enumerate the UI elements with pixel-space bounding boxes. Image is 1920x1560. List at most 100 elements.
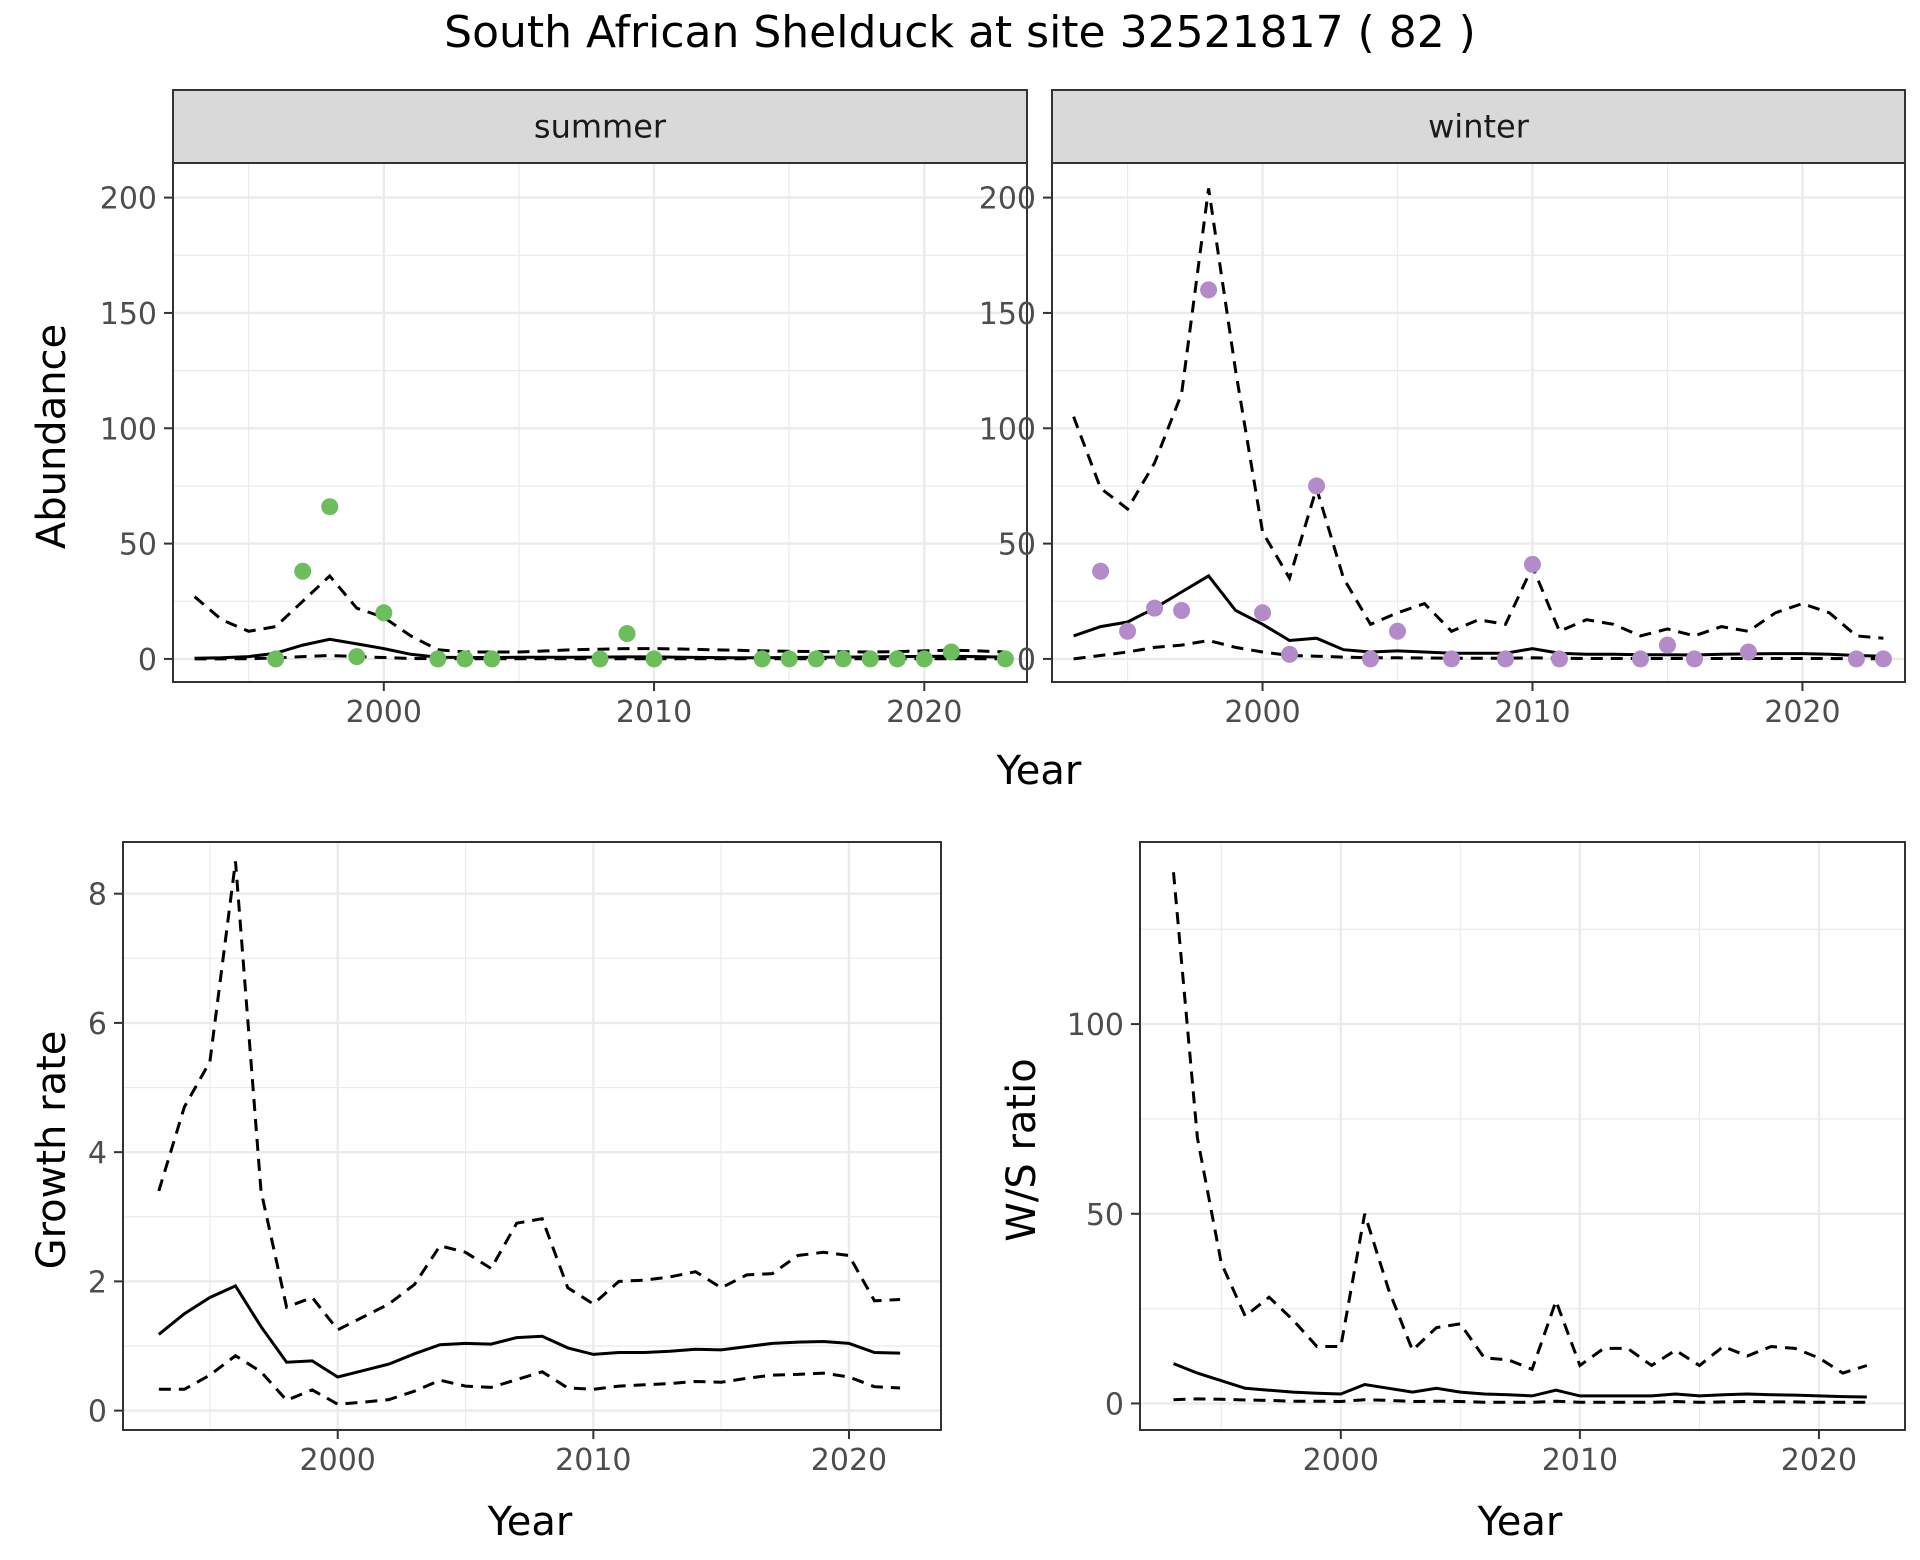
plot-background [123, 842, 941, 1430]
observed-point [348, 648, 366, 666]
observed-point [591, 650, 609, 668]
plot-background [1140, 842, 1905, 1430]
observed-point [1146, 599, 1164, 617]
x-tick-label: 2020 [811, 1443, 887, 1478]
x-tick-label: 2020 [886, 695, 962, 730]
y-tick-label: 0 [138, 643, 157, 678]
x-axis-label: Year [1477, 1499, 1563, 1545]
x-tick-label: 2020 [1764, 695, 1840, 730]
y-tick-label: 2 [88, 1265, 107, 1300]
y-tick-label: 100 [1067, 1008, 1124, 1043]
x-tick-label: 2010 [1542, 1443, 1618, 1478]
observed-point [753, 650, 771, 668]
series-line-lower [1173, 1397, 1867, 1404]
x-tick-label: 2010 [555, 1443, 631, 1478]
observed-point [429, 650, 447, 668]
series-line-lower [158, 1353, 901, 1406]
observed-point [1092, 562, 1110, 580]
plot-background [173, 163, 1027, 682]
y-axis-label: W/S ratio [999, 1058, 1045, 1241]
observed-point [942, 643, 960, 661]
observed-point [915, 650, 933, 668]
observed-point [618, 625, 636, 643]
x-tick-label: 2000 [346, 695, 422, 730]
observed-point [834, 650, 852, 668]
y-tick-label: 200 [979, 182, 1036, 217]
figure-title: South African Shelduck at site 32521817 … [444, 7, 1476, 58]
observed-point [1119, 622, 1137, 640]
series-line-upper [1172, 872, 1868, 1375]
panel-border [122, 841, 942, 1431]
observed-point [861, 650, 879, 668]
x-axis-label: Year [487, 1499, 573, 1545]
observed-point [1847, 650, 1865, 668]
observed-point [1874, 650, 1892, 668]
observed-point [1362, 650, 1380, 668]
observed-point [1389, 622, 1407, 640]
observed-point [1281, 645, 1299, 663]
observed-point [1496, 650, 1514, 668]
y-tick-label: 0 [1017, 643, 1036, 678]
y-tick-label: 50 [119, 528, 157, 563]
y-tick-label: 6 [88, 1007, 107, 1042]
y-tick-label: 150 [100, 297, 157, 332]
panel-3: 2000 2010 2020 0 2 4 6 8 Growth rate Year [29, 841, 942, 1545]
facet-strip-label: winter [1428, 108, 1530, 146]
observed-point [375, 604, 393, 622]
observed-point [1173, 601, 1191, 619]
panel-2: winter 2000 2010 2020 0 50 100 150 200 [979, 89, 1906, 730]
series-line-lower [1073, 638, 1884, 661]
observed-point [888, 650, 906, 668]
observed-point [807, 650, 825, 668]
panel-1: summer 2000 2010 2020 0 50 100 150 200 Abundance [29, 89, 1028, 730]
observed-point [1739, 643, 1757, 661]
panel-4: 2000 2010 2020 0 50 100 W/S ratio Year [999, 841, 1906, 1545]
y-axis-label: Growth rate [29, 1031, 75, 1270]
observed-point [1658, 636, 1676, 654]
observed-point [996, 650, 1014, 668]
x-axis-label-shared: Year [996, 748, 1082, 794]
y-tick-label: 150 [979, 297, 1036, 332]
observed-point [456, 650, 474, 668]
facet-strip-label: summer [534, 108, 667, 146]
observed-point [1200, 281, 1218, 299]
observed-point [294, 562, 312, 580]
facet-strip [172, 89, 1028, 164]
x-tick-label: 2000 [1224, 695, 1300, 730]
plot-background [1052, 163, 1905, 682]
y-tick-label: 4 [88, 1136, 107, 1171]
x-tick-label: 2000 [300, 1443, 376, 1478]
x-tick-label: 2020 [1781, 1443, 1857, 1478]
series-line-mean [1172, 1362, 1867, 1399]
y-tick-label: 8 [88, 878, 107, 913]
facet-strip [1051, 89, 1906, 164]
panel-border [1139, 841, 1906, 1431]
observed-point [321, 498, 339, 516]
observed-point [645, 650, 663, 668]
y-tick-label: 0 [88, 1395, 107, 1430]
y-tick-label: 50 [998, 528, 1036, 563]
observed-point [1443, 650, 1461, 668]
x-tick-label: 2010 [1494, 695, 1570, 730]
observed-point [483, 650, 501, 668]
observed-point [1308, 477, 1326, 495]
y-tick-label: 100 [979, 412, 1036, 447]
series-line-mean [157, 1283, 901, 1379]
y-tick-label: 200 [100, 182, 157, 217]
y-axis-label: Abundance [29, 324, 75, 549]
observed-point [1631, 650, 1649, 668]
y-tick-label: 0 [1105, 1387, 1124, 1422]
observed-point [1550, 650, 1568, 668]
observed-point [1254, 604, 1272, 622]
observed-point [1523, 555, 1541, 573]
observed-point [267, 650, 285, 668]
series-line-upper [157, 861, 901, 1332]
series-line-upper [1072, 188, 1884, 640]
observed-point [780, 650, 798, 668]
observed-point [1685, 650, 1703, 668]
series-line-upper [193, 573, 1006, 654]
y-tick-label: 100 [100, 412, 157, 447]
y-tick-label: 50 [1086, 1198, 1124, 1233]
x-tick-label: 2010 [616, 695, 692, 730]
